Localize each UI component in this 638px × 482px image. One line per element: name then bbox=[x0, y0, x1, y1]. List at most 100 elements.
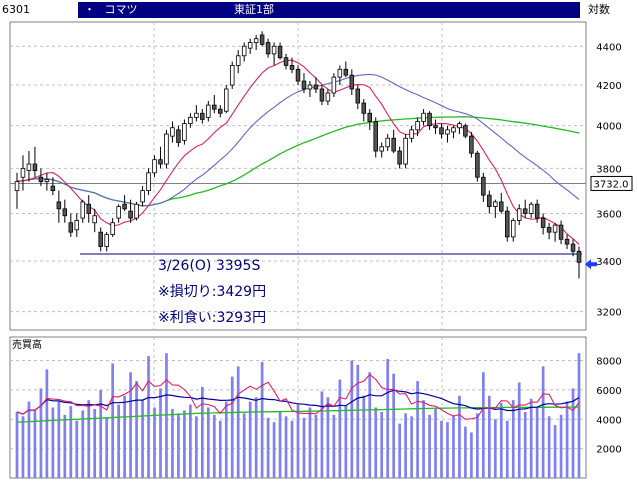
candle-body bbox=[32, 163, 38, 171]
volume-bar bbox=[99, 389, 103, 478]
candle-body bbox=[457, 123, 462, 129]
candle-body bbox=[164, 133, 169, 165]
scale-label: 対数 bbox=[588, 3, 610, 16]
volume-bar bbox=[517, 382, 521, 478]
ma-mid-line bbox=[16, 73, 580, 207]
candle-body bbox=[499, 201, 504, 212]
entry-arrow bbox=[585, 259, 598, 270]
volume-bar bbox=[165, 353, 168, 478]
volume-bar bbox=[27, 401, 31, 478]
volume-bar bbox=[147, 356, 150, 478]
candle-body bbox=[218, 108, 223, 114]
candle-body bbox=[140, 190, 145, 203]
volume-bar bbox=[344, 406, 348, 478]
volume-bar bbox=[69, 406, 73, 478]
candle-body bbox=[313, 84, 319, 90]
candle-body bbox=[433, 125, 438, 129]
candle-body bbox=[385, 137, 390, 148]
volume-bar bbox=[368, 372, 372, 478]
volume-bar bbox=[535, 407, 539, 478]
volume-bar bbox=[45, 369, 49, 478]
volume-bar bbox=[242, 413, 246, 478]
candle-body bbox=[56, 201, 62, 210]
candle-body bbox=[534, 203, 540, 219]
current-price-tag bbox=[590, 175, 633, 191]
volume-bar bbox=[511, 400, 515, 478]
volume-bar bbox=[81, 410, 85, 478]
price-tick-label: 4200 bbox=[596, 81, 621, 92]
candle-body bbox=[325, 92, 331, 102]
candle-body bbox=[361, 102, 367, 114]
candle-body bbox=[182, 123, 187, 141]
candle-body bbox=[26, 163, 32, 171]
volume-bar bbox=[93, 408, 97, 478]
volume-bar bbox=[464, 426, 467, 478]
candle-body bbox=[558, 224, 564, 240]
candle-body bbox=[68, 222, 74, 233]
volume-bar bbox=[362, 395, 366, 478]
volume-bar bbox=[493, 419, 497, 478]
candle-body bbox=[570, 243, 576, 252]
candle-body bbox=[391, 137, 396, 152]
candle-body bbox=[397, 150, 402, 165]
volume-bar bbox=[189, 404, 192, 478]
candle-body bbox=[409, 129, 414, 139]
candle-body bbox=[349, 74, 355, 90]
volume-bar bbox=[51, 407, 55, 478]
price-tick-label: 4400 bbox=[596, 42, 621, 53]
candle-body bbox=[528, 203, 534, 214]
volume-bar bbox=[398, 423, 401, 478]
candle-body bbox=[505, 210, 510, 238]
volume-bar bbox=[39, 388, 43, 478]
candle-body bbox=[110, 222, 115, 235]
volume-bar bbox=[404, 413, 407, 478]
volume-bar bbox=[487, 395, 491, 478]
volume-bar bbox=[290, 420, 294, 478]
volume-bar bbox=[284, 416, 288, 478]
volume-bar bbox=[260, 361, 264, 478]
candle-body bbox=[38, 176, 44, 183]
candle-body bbox=[379, 146, 384, 152]
annotation-line-2: ※損切り:3429円 bbox=[158, 284, 266, 300]
volume-bar bbox=[553, 425, 557, 478]
volume-bar bbox=[141, 400, 144, 478]
volume-bar bbox=[171, 408, 174, 478]
candle-body bbox=[247, 42, 253, 49]
volume-tick-label: 4000 bbox=[596, 415, 621, 426]
candle-body bbox=[194, 112, 199, 118]
volume-bar bbox=[559, 414, 563, 478]
volume-bar bbox=[422, 400, 425, 478]
price-tick-label: 4000 bbox=[596, 122, 621, 133]
volume-bar bbox=[123, 395, 126, 478]
volume-bar bbox=[392, 373, 396, 478]
candle-body bbox=[116, 206, 121, 219]
candle-body bbox=[20, 167, 26, 178]
price-tick-label: 3600 bbox=[596, 209, 621, 220]
volume-bar bbox=[541, 366, 545, 478]
candle-body bbox=[469, 135, 474, 154]
candle-body bbox=[355, 88, 361, 104]
candle-body bbox=[522, 208, 528, 214]
volume-bar bbox=[380, 411, 384, 478]
volume-bar bbox=[75, 420, 79, 478]
price-tick-label: 3400 bbox=[596, 257, 621, 268]
candle-body bbox=[176, 129, 181, 143]
volume-bar bbox=[350, 360, 354, 478]
volume-panel-title: 売買高 bbox=[12, 338, 42, 351]
volume-bar bbox=[63, 414, 67, 478]
candle-body bbox=[92, 215, 97, 224]
candle-body bbox=[493, 201, 498, 207]
candle-body bbox=[415, 121, 420, 131]
candle-body bbox=[235, 55, 241, 66]
candle-body bbox=[481, 176, 486, 196]
volume-bar bbox=[577, 353, 581, 478]
volume-bar bbox=[87, 400, 91, 478]
stock-name-box: ・ コマツ bbox=[78, 2, 226, 18]
candle-body bbox=[158, 159, 163, 165]
stock-name: コマツ bbox=[104, 3, 138, 16]
candle-body bbox=[403, 137, 408, 165]
candle-body bbox=[295, 68, 301, 82]
volume-bar bbox=[15, 411, 19, 478]
volume-ma-short-line bbox=[16, 373, 580, 420]
candle-body bbox=[475, 152, 480, 178]
